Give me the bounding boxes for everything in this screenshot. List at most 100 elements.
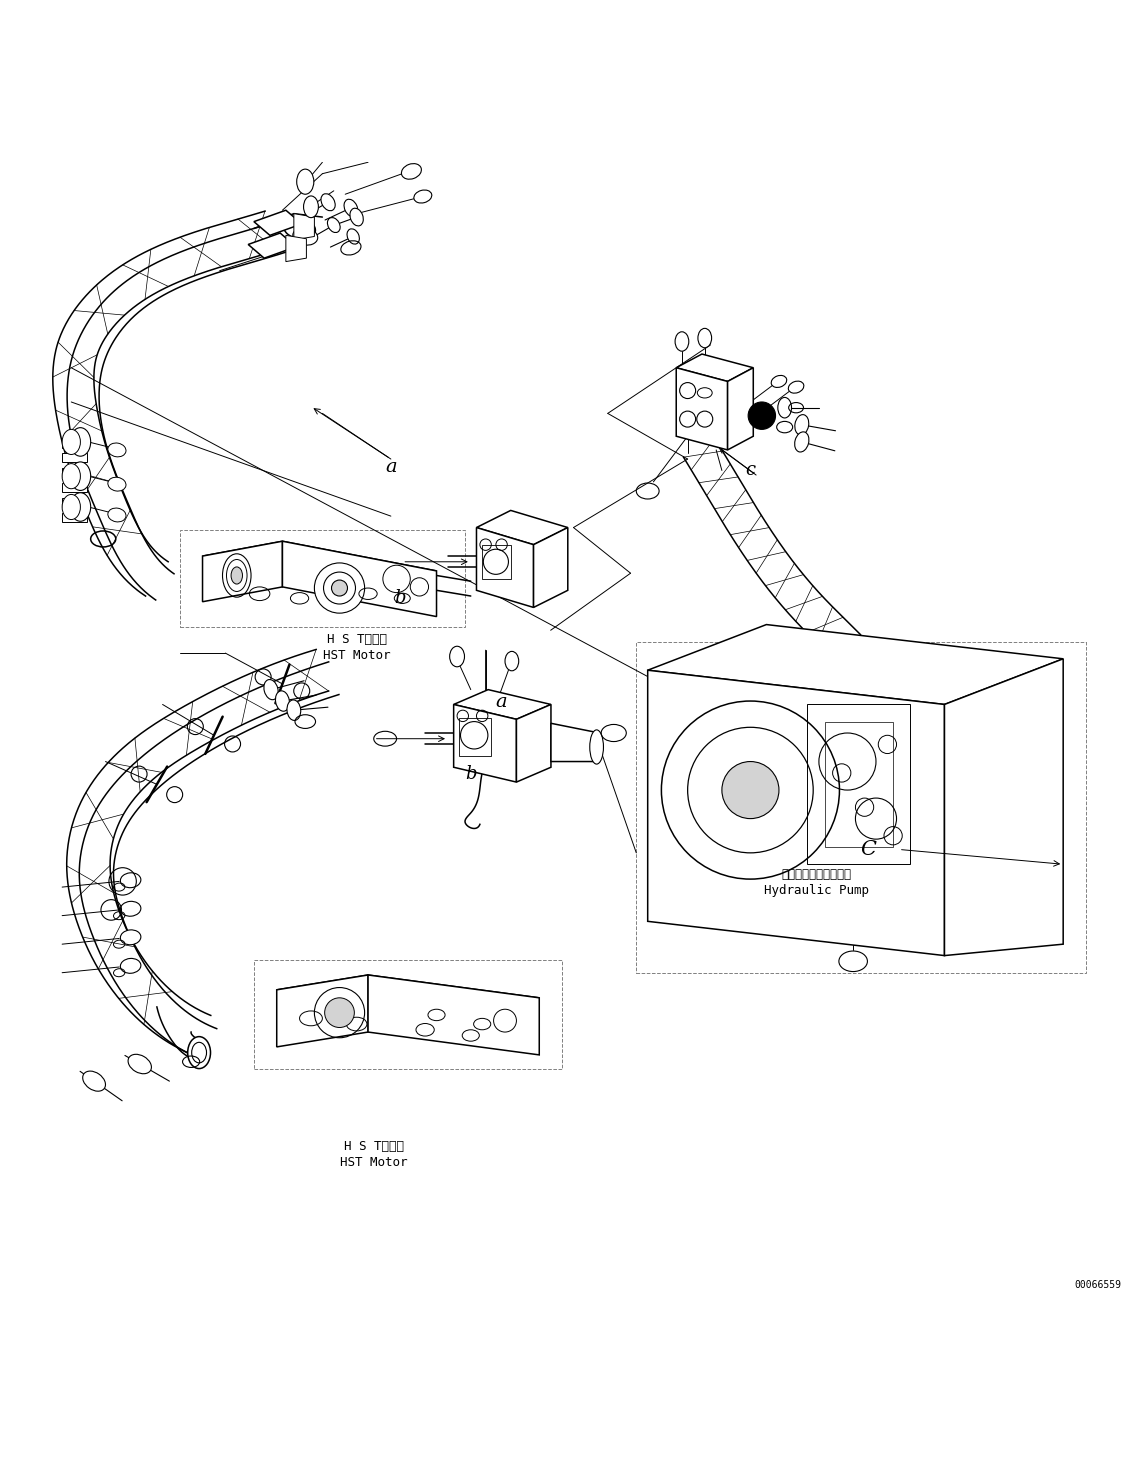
Text: Hydraulic Pump: Hydraulic Pump xyxy=(764,884,869,897)
Polygon shape xyxy=(67,221,288,600)
Ellipse shape xyxy=(62,463,80,488)
Polygon shape xyxy=(454,705,516,781)
Ellipse shape xyxy=(264,680,278,699)
Ellipse shape xyxy=(401,164,421,179)
Polygon shape xyxy=(203,541,437,586)
Polygon shape xyxy=(516,705,551,781)
Ellipse shape xyxy=(292,227,318,245)
Polygon shape xyxy=(203,541,282,601)
Ellipse shape xyxy=(350,208,364,226)
Ellipse shape xyxy=(108,509,126,522)
Bar xyxy=(62,498,87,507)
Polygon shape xyxy=(476,510,568,545)
Polygon shape xyxy=(551,723,596,761)
Ellipse shape xyxy=(192,1042,206,1063)
Polygon shape xyxy=(727,368,754,450)
Ellipse shape xyxy=(128,1054,151,1073)
Text: b: b xyxy=(465,765,476,783)
Polygon shape xyxy=(294,214,314,240)
Text: b: b xyxy=(395,589,406,607)
Polygon shape xyxy=(476,528,533,607)
Ellipse shape xyxy=(62,430,80,454)
Polygon shape xyxy=(282,541,437,617)
Text: 00066559: 00066559 xyxy=(1075,1280,1122,1290)
Polygon shape xyxy=(944,658,1063,956)
Ellipse shape xyxy=(283,218,315,239)
Ellipse shape xyxy=(505,651,518,671)
Polygon shape xyxy=(248,233,296,258)
Circle shape xyxy=(331,581,348,597)
Ellipse shape xyxy=(287,699,301,720)
Bar xyxy=(253,960,562,1069)
Bar xyxy=(482,545,510,579)
Ellipse shape xyxy=(108,478,126,491)
Bar xyxy=(62,468,87,478)
Text: H S Tモータ: H S Tモータ xyxy=(344,1139,404,1152)
Polygon shape xyxy=(533,528,568,607)
Bar xyxy=(637,642,1086,973)
Circle shape xyxy=(323,572,356,604)
Circle shape xyxy=(721,761,779,818)
Ellipse shape xyxy=(70,428,91,456)
Bar xyxy=(807,705,911,865)
Ellipse shape xyxy=(348,229,359,245)
Ellipse shape xyxy=(321,194,335,211)
Ellipse shape xyxy=(795,415,809,435)
Circle shape xyxy=(314,563,365,613)
Bar xyxy=(62,438,87,447)
Text: ハイドロリックポンプ: ハイドロリックポンプ xyxy=(781,868,851,881)
Ellipse shape xyxy=(778,397,791,418)
Polygon shape xyxy=(648,670,944,956)
Ellipse shape xyxy=(590,730,603,764)
Ellipse shape xyxy=(120,872,141,888)
Bar xyxy=(825,721,894,847)
Ellipse shape xyxy=(70,462,91,491)
Ellipse shape xyxy=(450,647,465,667)
Circle shape xyxy=(748,402,775,430)
Ellipse shape xyxy=(120,959,141,973)
Ellipse shape xyxy=(414,191,431,202)
Ellipse shape xyxy=(62,494,80,519)
Ellipse shape xyxy=(231,567,242,583)
Ellipse shape xyxy=(83,1072,106,1091)
Text: HST Motor: HST Motor xyxy=(322,649,390,661)
Bar xyxy=(459,718,491,756)
Ellipse shape xyxy=(188,1036,211,1069)
Bar xyxy=(180,529,465,627)
Text: a: a xyxy=(385,457,397,476)
Ellipse shape xyxy=(108,443,126,457)
Polygon shape xyxy=(253,210,302,236)
Circle shape xyxy=(325,998,354,1028)
Text: C: C xyxy=(860,840,876,859)
Ellipse shape xyxy=(771,375,787,387)
Ellipse shape xyxy=(70,493,91,522)
Ellipse shape xyxy=(697,328,711,347)
Text: HST Motor: HST Motor xyxy=(340,1155,407,1168)
Polygon shape xyxy=(677,355,754,381)
Text: H S Tモータ: H S Tモータ xyxy=(327,633,387,647)
Text: c: c xyxy=(746,462,756,479)
Bar xyxy=(62,453,87,462)
Polygon shape xyxy=(67,649,328,1056)
Ellipse shape xyxy=(788,381,804,393)
Ellipse shape xyxy=(120,929,141,944)
Ellipse shape xyxy=(304,196,319,217)
Ellipse shape xyxy=(676,331,689,352)
Ellipse shape xyxy=(795,432,809,452)
Polygon shape xyxy=(684,438,860,660)
Polygon shape xyxy=(368,975,539,1056)
Ellipse shape xyxy=(838,951,867,972)
Polygon shape xyxy=(648,625,1063,705)
Ellipse shape xyxy=(120,902,141,916)
Polygon shape xyxy=(79,661,338,1060)
Polygon shape xyxy=(53,211,278,597)
Polygon shape xyxy=(677,368,727,450)
Ellipse shape xyxy=(864,654,889,671)
Ellipse shape xyxy=(275,690,289,711)
Polygon shape xyxy=(276,975,368,1047)
Text: a: a xyxy=(496,693,507,711)
Ellipse shape xyxy=(344,199,358,217)
Bar xyxy=(62,513,87,522)
Polygon shape xyxy=(454,689,551,720)
Ellipse shape xyxy=(327,217,341,233)
